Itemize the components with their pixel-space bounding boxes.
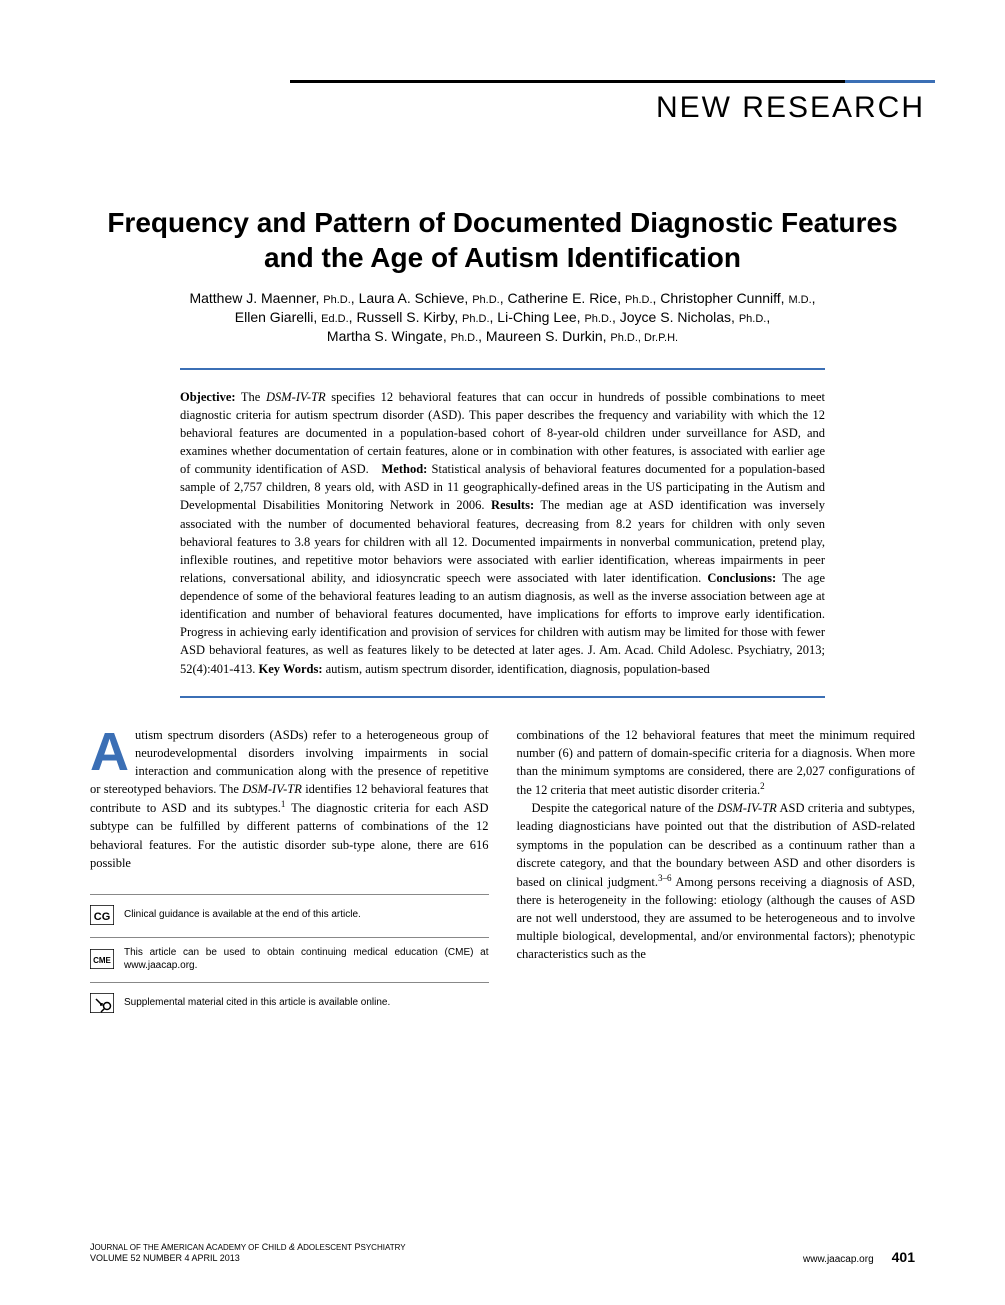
section-label: NEW RESEARCH [90,91,925,125]
abstract-rule-top [180,368,825,370]
note-supp-text: Supplemental material cited in this arti… [124,996,390,1009]
citation-ref-3-6[interactable]: 3–6 [658,873,672,883]
svg-text:CG: CG [94,911,111,923]
authors-block: Matthew J. Maenner, Ph.D., Laura A. Schi… [90,289,915,346]
body-para-3: Despite the categorical nature of the DS… [517,799,916,963]
footer-volume-line: VOLUME 52 NUMBER 4 APRIL 2013 [90,1253,406,1265]
note-cg-text: Clinical guidance is available at the en… [124,908,361,921]
authors-line-3: Martha S. Wingate, Ph.D., Maureen S. Dur… [130,327,875,346]
header-rule-segment-blue [845,80,935,83]
body-para-3-dsm: DSM-IV-TR [717,801,777,815]
note-supplemental: Supplemental material cited in this arti… [90,982,489,1015]
footer-right: www.jaacap.org 401 [803,1249,915,1265]
body-para-1-dsm: DSM-IV-TR [242,782,302,796]
cg-icon: CG [90,903,114,927]
abstract-conclusions-label: Conclusions: [707,571,776,585]
abstract-objective-label: Objective: [180,390,236,404]
body-columns: Autism spectrum disorders (ASDs) refer t… [90,726,915,1025]
body-para-3a: Despite the categorical nature of the [532,801,718,815]
column-left: Autism spectrum disorders (ASDs) refer t… [90,726,489,1025]
authors-line-1: Matthew J. Maenner, Ph.D., Laura A. Schi… [130,289,875,308]
article-title: Frequency and Pattern of Documented Diag… [90,205,915,275]
svg-text:CME: CME [93,956,111,965]
article-notes: CG Clinical guidance is available at the… [90,894,489,1015]
abstract-keywords-text: autism, autism spectrum disorder, identi… [322,662,709,676]
abstract-conclusions-text: The age dependence of some of the behavi… [180,571,825,676]
cme-icon: CME [90,947,114,971]
column-right: combinations of the 12 behavioral featur… [517,726,916,1025]
body-para-2: combinations of the 12 behavioral featur… [517,726,916,800]
header-rule [290,80,935,83]
note-cme-text: This article can be used to obtain conti… [124,946,489,972]
abstract-results-label: Results: [491,498,534,512]
page-footer: JOURNAL OF THE AMERICAN ACADEMY OF CHILD… [90,1242,915,1265]
abstract-rule-bottom [180,696,825,698]
citation-ref-2[interactable]: 2 [760,781,765,791]
note-clinical-guidance: CG Clinical guidance is available at the… [90,894,489,927]
footer-left: JOURNAL OF THE AMERICAN ACADEMY OF CHILD… [90,1242,406,1265]
abstract-block: Objective: The DSM-IV-TR specifies 12 be… [180,388,825,678]
body-para-2a: combinations of the 12 behavioral featur… [517,728,916,798]
footer-journal-name: JOURNAL OF THE AMERICAN ACADEMY OF CHILD… [90,1242,406,1254]
authors-line-2: Ellen Giarelli, Ed.D., Russell S. Kirby,… [130,308,875,327]
footer-url[interactable]: www.jaacap.org [803,1254,874,1265]
dropcap-letter: A [90,726,135,776]
abstract-method-label: Method: [381,462,427,476]
supplemental-icon [90,991,114,1015]
body-para-1: Autism spectrum disorders (ASDs) refer t… [90,726,489,872]
page-number: 401 [892,1249,915,1265]
note-cme: CME This article can be used to obtain c… [90,937,489,972]
abstract-keywords-label: Key Words: [258,662,322,676]
header-rule-segment-black [290,80,845,83]
